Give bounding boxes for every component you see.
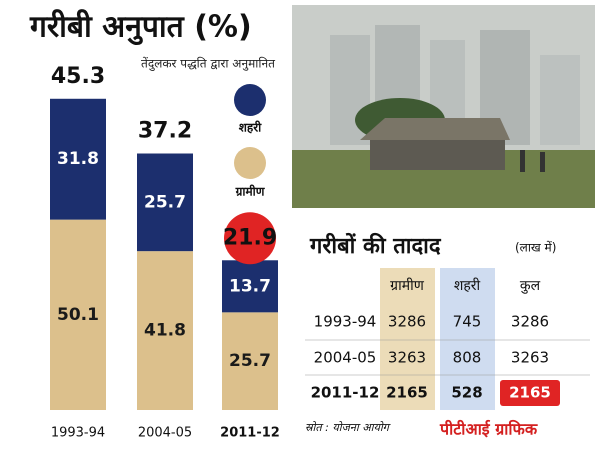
table-unit: (लाख में) bbox=[515, 241, 556, 255]
table-header: ग्रामीण bbox=[390, 277, 425, 294]
table-cell: 528 bbox=[451, 384, 482, 402]
x-tick-label: 1993-94 bbox=[51, 426, 105, 441]
table-title: गरीबों की तादाद bbox=[309, 232, 442, 259]
chart-subtitle: तेंदुलकर पद्धति द्वारा अनुमानित bbox=[141, 57, 276, 72]
credit: पीटीआई ग्राफिक bbox=[439, 420, 538, 439]
value-label: 41.8 bbox=[144, 321, 186, 341]
table-cell: 745 bbox=[453, 313, 482, 331]
table-header: शहरी bbox=[454, 277, 481, 294]
table-cell: 1993-94 bbox=[314, 313, 377, 331]
bar-segment bbox=[50, 219, 106, 410]
table-cell: 2011-12 bbox=[311, 384, 380, 402]
highlight-circle bbox=[224, 212, 276, 265]
bar-segment bbox=[137, 251, 193, 410]
table-cell: 808 bbox=[453, 349, 482, 367]
chart-title: गरीबी अनुपात (%) bbox=[29, 9, 252, 46]
legend-label: शहरी bbox=[239, 121, 262, 135]
legend-label: ग्रामीण bbox=[235, 185, 266, 199]
bar-segment bbox=[222, 312, 278, 410]
bar-segment bbox=[50, 98, 106, 220]
total-label: 45.3 bbox=[51, 64, 105, 89]
bar-segment bbox=[222, 260, 278, 313]
total-label: 21.9 bbox=[223, 225, 277, 250]
source: स्रोत : योजना आयोग bbox=[305, 421, 392, 434]
bar-segment bbox=[137, 153, 193, 252]
highlight-cell bbox=[500, 380, 560, 406]
value-label: 50.1 bbox=[57, 305, 99, 325]
table-cell: 3286 bbox=[511, 313, 549, 331]
table-header: कुल bbox=[520, 278, 541, 294]
photo bbox=[292, 5, 595, 208]
value-label: 25.7 bbox=[144, 192, 186, 212]
table-cell: 3263 bbox=[388, 349, 426, 367]
rural-column-bg bbox=[380, 268, 435, 410]
urban-column-bg bbox=[440, 268, 495, 410]
table-cell: 2165 bbox=[509, 384, 551, 402]
table-cell: 3263 bbox=[511, 349, 549, 367]
value-label: 13.7 bbox=[229, 276, 271, 296]
table-cell: 2004-05 bbox=[314, 349, 377, 367]
value-label: 25.7 bbox=[229, 351, 271, 371]
legend-icon bbox=[234, 147, 266, 179]
value-label: 31.8 bbox=[57, 149, 99, 169]
total-label: 37.2 bbox=[138, 119, 192, 144]
x-tick-label: 2004-05 bbox=[138, 426, 192, 441]
legend-icon bbox=[234, 84, 266, 116]
x-tick-label: 2011-12 bbox=[220, 426, 280, 441]
table-cell: 3286 bbox=[388, 313, 426, 331]
table-cell: 2165 bbox=[386, 384, 428, 402]
